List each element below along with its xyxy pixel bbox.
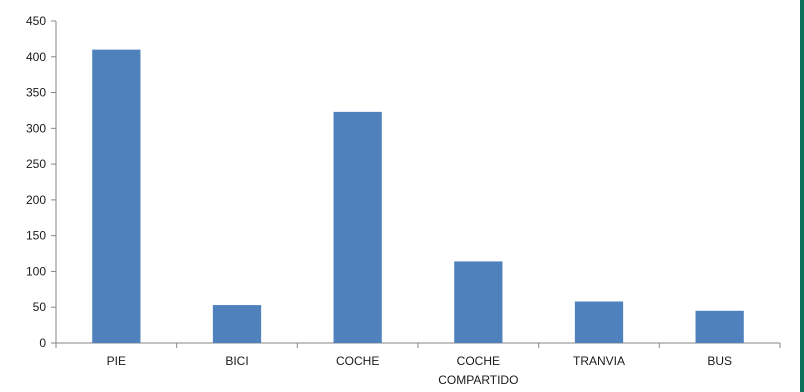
bar-coche: [333, 111, 382, 344]
x-category-label-line: COMPARTIDO: [438, 373, 518, 387]
x-category-label: BUS: [707, 354, 732, 368]
bar-pie: [92, 49, 141, 343]
y-tick-label: 50: [33, 300, 47, 314]
y-tick-label: 0: [39, 336, 46, 350]
y-tick-label: 450: [26, 14, 46, 28]
bar-bici: [212, 305, 262, 343]
x-category-label: BICI: [225, 354, 248, 368]
bar-bus: [695, 310, 744, 343]
y-tick-label: 200: [26, 193, 46, 207]
y-tick-label: 100: [26, 264, 46, 278]
x-category-label-line: COCHE: [336, 354, 379, 368]
y-tick-label: 150: [26, 229, 46, 243]
y-tick-label: 400: [26, 50, 46, 64]
x-category-label: COCHE: [336, 354, 379, 368]
x-category-label-line: COCHE: [457, 354, 500, 368]
y-tick-label: 350: [26, 86, 46, 100]
x-category-label-line: BICI: [225, 354, 248, 368]
x-category-label: PIE: [107, 354, 126, 368]
x-category-label-line: PIE: [107, 354, 126, 368]
x-category-label-line: TRANVIA: [573, 354, 625, 368]
bar-coche-compartido: [454, 261, 503, 343]
x-category-label: TRANVIA: [573, 354, 625, 368]
y-tick-label: 250: [26, 157, 46, 171]
x-category-label: COCHE COMPARTIDO: [438, 354, 518, 387]
y-tick-label: 300: [26, 121, 46, 135]
bar-tranvia: [574, 301, 624, 343]
x-category-label-line: BUS: [707, 354, 732, 368]
